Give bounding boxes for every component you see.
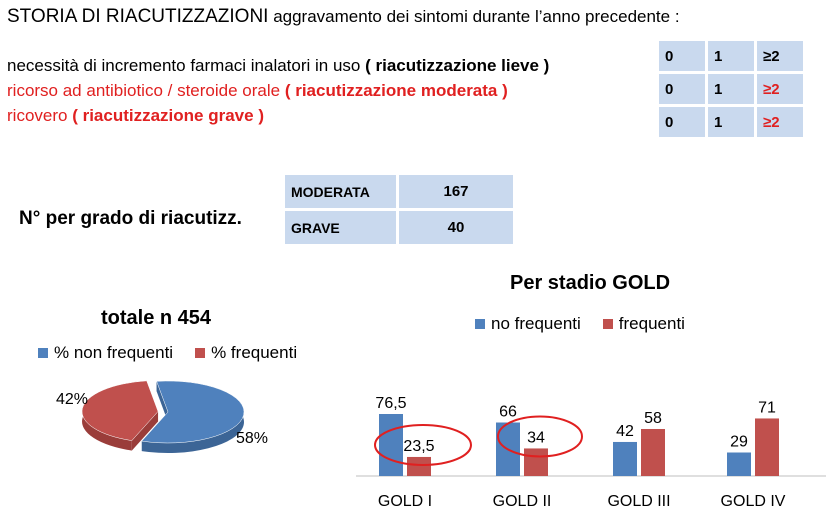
- highlight-circle: [374, 423, 472, 466]
- pie-slice-non-frequenti: [141, 380, 245, 444]
- criterion-moderate: ricorso ad antibiotico / steroide orale …: [7, 81, 508, 101]
- pie-slice-side: [141, 381, 244, 453]
- pie-chart: 58% 42%: [56, 380, 268, 453]
- bar-data-label: 34: [527, 429, 545, 446]
- x-tick-label: GOLD III: [607, 493, 670, 510]
- criterion-moderate-label: ( riacutizzazione moderata ): [284, 81, 508, 100]
- grade-table: MODERATA 167 GRAVE 40: [282, 172, 516, 247]
- bar-frequenti: [407, 456, 431, 476]
- bar-frequenti: [524, 448, 548, 476]
- table-row: MODERATA 167: [285, 175, 513, 208]
- pie-slice-side: [156, 381, 168, 422]
- table-row: GRAVE 40: [285, 211, 513, 244]
- highlight-circle: [497, 415, 583, 458]
- grade-label: N° per grado di riacutizz.: [19, 208, 242, 229]
- table-row: 0 1 ≥2: [659, 74, 803, 104]
- grade-name: MODERATA: [285, 175, 396, 208]
- pie-data-label: 42%: [56, 391, 88, 408]
- bar-data-label: 71: [758, 399, 776, 416]
- pie-data-label: 58%: [236, 430, 268, 447]
- score-table: 0 1 ≥2 0 1 ≥2 0 1 ≥2: [656, 38, 806, 140]
- page-subtitle: aggravamento dei sintomi durante l’anno …: [273, 7, 680, 26]
- bar-no-frequenti: [613, 441, 637, 476]
- legend-swatch-red: [195, 348, 206, 358]
- legend-swatch-blue: [475, 319, 485, 329]
- legend-swatch-blue: [38, 348, 48, 358]
- bar-chart-title: Per stadio GOLD: [510, 272, 671, 294]
- criterion-mild: necessità di incremento farmaci inalator…: [7, 56, 549, 76]
- bar-chart: 76,5 23,5 GOLD I 66 34 GOLD II 42 58 GOLD III 29 7…: [356, 395, 826, 510]
- bar-data-label: 76,5: [375, 395, 406, 412]
- bar-no-frequenti: [379, 414, 403, 476]
- grade-count: 40: [399, 211, 513, 244]
- bar-frequenti: [641, 428, 665, 476]
- score-cell: 0: [659, 107, 705, 137]
- score-cell: ≥2: [757, 41, 803, 71]
- bar-legend-label: no frequenti: [491, 314, 581, 333]
- pie-chart-title: totale n 454: [101, 307, 212, 329]
- legend-swatch-red: [602, 319, 613, 329]
- criterion-mild-text: necessità di incremento farmaci inalator…: [7, 56, 361, 75]
- score-cell: ≥2: [757, 74, 803, 104]
- x-tick-label: GOLD II: [493, 493, 552, 510]
- criterion-mild-label: ( riacutizzazione lieve ): [365, 56, 550, 75]
- title-line: STORIA DI RIACUTIZZAZIONI aggravamento d…: [7, 6, 680, 28]
- score-cell: ≥2: [757, 107, 803, 137]
- pie-slice-frequenti: [81, 380, 159, 441]
- bar-data-label: 29: [730, 433, 748, 450]
- bar-no-frequenti: [727, 452, 751, 476]
- bar-legend-label: frequenti: [618, 314, 685, 333]
- bar-legend: no frequenti frequenti: [475, 314, 685, 334]
- score-cell: 1: [708, 107, 754, 137]
- pie-slice-side: [131, 411, 159, 451]
- grade-count: 167: [399, 175, 513, 208]
- page-title: STORIA DI RIACUTIZZAZIONI: [7, 6, 269, 27]
- pie-legend-label: % frequenti: [211, 343, 298, 362]
- criterion-severe-label: ( riacutizzazione grave ): [72, 106, 264, 125]
- bar-data-label: 66: [499, 404, 517, 421]
- score-cell: 0: [659, 41, 705, 71]
- bar-data-label: 42: [616, 423, 634, 440]
- bar-data-label: 23,5: [403, 438, 434, 455]
- table-row: 0 1 ≥2: [659, 107, 803, 137]
- x-tick-label: GOLD I: [378, 493, 432, 510]
- bar-frequenti: [755, 418, 779, 476]
- score-cell: 1: [708, 41, 754, 71]
- grade-name: GRAVE: [285, 211, 396, 244]
- pie-legend: % non frequenti % frequenti: [38, 343, 297, 363]
- pie-legend-label: % non frequenti: [54, 343, 174, 362]
- criterion-severe: ricovero ( riacutizzazione grave ): [7, 106, 264, 126]
- table-row: 0 1 ≥2: [659, 41, 803, 71]
- criterion-severe-text: ricovero: [7, 106, 68, 125]
- score-cell: 1: [708, 74, 754, 104]
- x-tick-label: GOLD IV: [721, 493, 786, 510]
- bar-data-label: 58: [644, 410, 662, 427]
- criterion-moderate-text: ricorso ad antibiotico / steroide orale: [7, 81, 281, 100]
- score-cell: 0: [659, 74, 705, 104]
